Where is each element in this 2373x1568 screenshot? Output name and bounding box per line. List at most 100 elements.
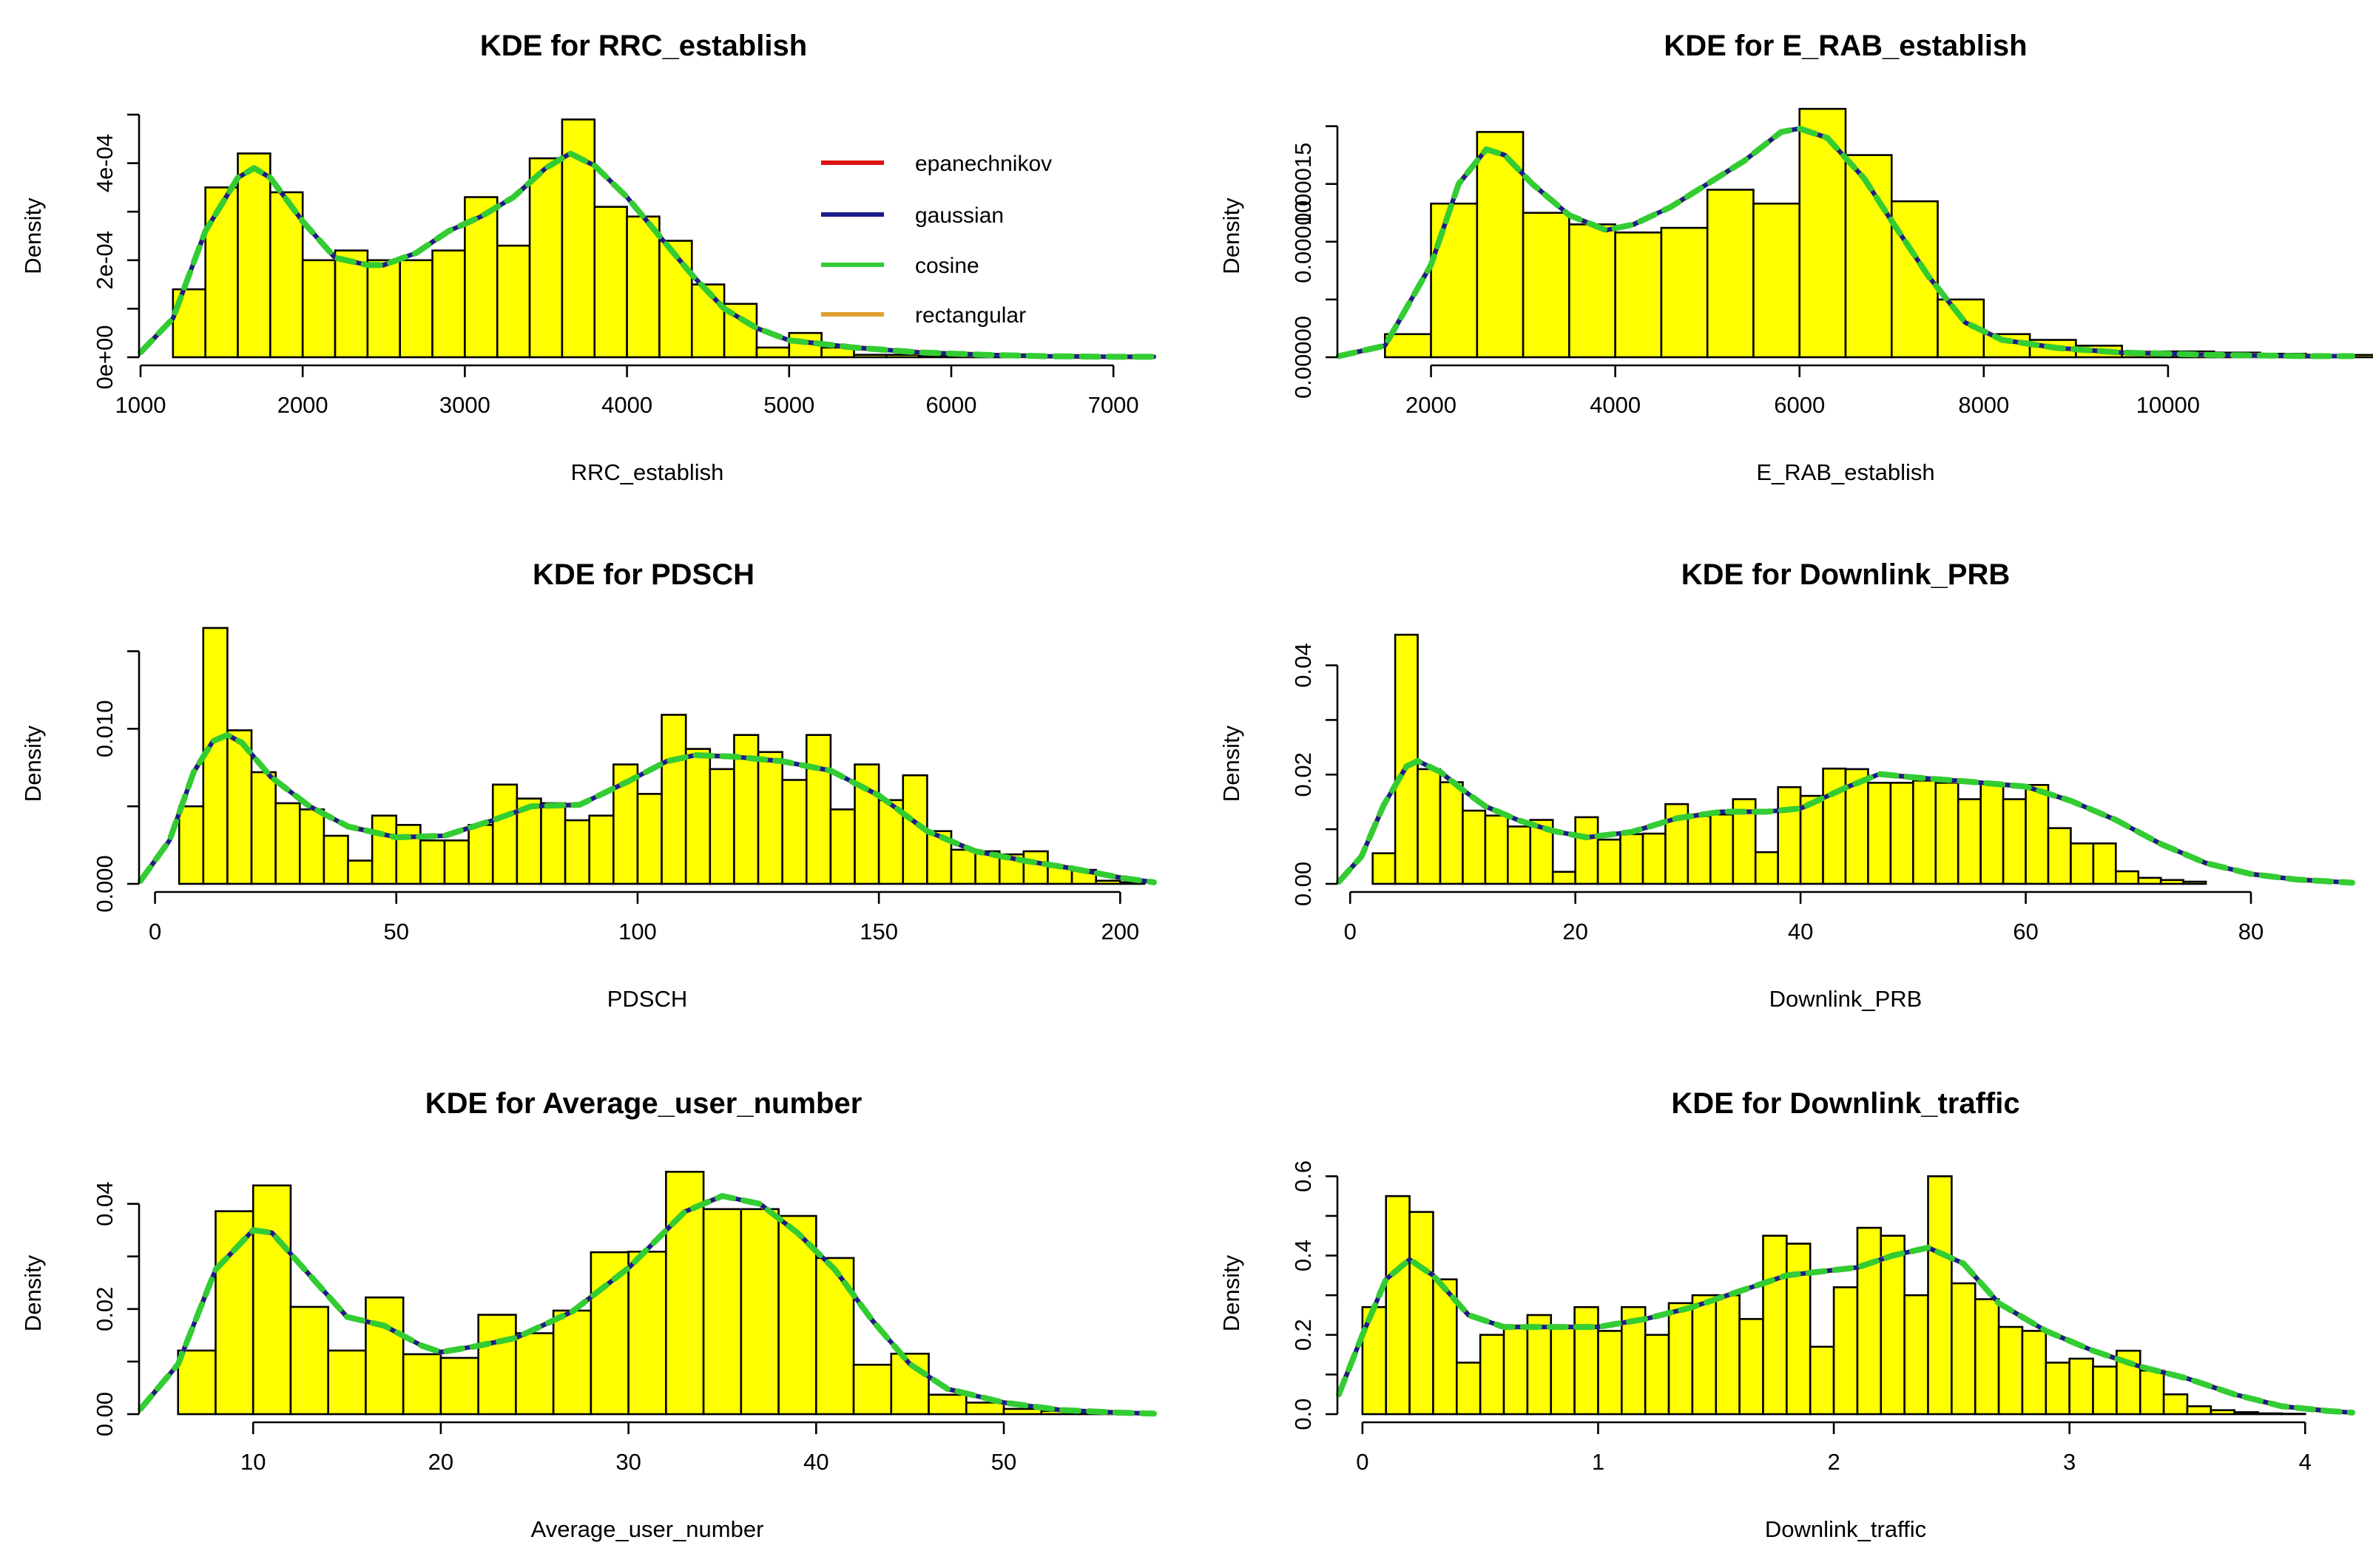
y-tick-label: 2e-04 <box>92 231 118 289</box>
histogram-bar <box>2159 879 2184 885</box>
y-axis-label: Density <box>1218 197 1244 274</box>
histogram-bar <box>540 802 567 885</box>
histogram-bar <box>371 814 398 885</box>
kde-curve-cosine <box>138 731 1157 885</box>
x-tick-label: 6000 <box>926 392 977 418</box>
histogram-bar <box>885 354 920 359</box>
y-tick-label: 0.00 <box>1290 862 1316 906</box>
x-axis: 1000 2000 3000 4000 5000 6000 7000 RRC_establis… <box>115 364 1139 485</box>
legend-item-rectangular: rectangular <box>821 303 1026 328</box>
kde-curves <box>138 150 1157 360</box>
y-tick-label: 0.2 <box>1290 1319 1316 1351</box>
y-tick-label: 0.00015 <box>1290 143 1316 226</box>
histogram-bars <box>177 1170 1155 1416</box>
kde-curves <box>138 1192 1157 1417</box>
histogram-bar <box>1456 1362 1482 1416</box>
chart-panel-3: KDE for PDSCH 0 50 100 150 200 PDSCH 0.000 0.010… <box>20 558 1157 1012</box>
histogram-bar <box>528 157 564 359</box>
x-tick-label: 20 <box>1562 919 1587 944</box>
x-tick-label: 0 <box>1356 1449 1368 1475</box>
histogram-bar <box>1462 809 1487 885</box>
histogram-bar <box>2351 354 2373 359</box>
y-tick-label: 0e+00 <box>92 325 118 389</box>
histogram-bar <box>2047 827 2072 885</box>
y-axis: 0e+00 2e-04 4e-04 Density <box>20 113 141 390</box>
kde-curves <box>1336 125 2355 359</box>
x-tick-label: 150 <box>860 919 898 944</box>
histogram-bar <box>1709 813 1735 885</box>
x-tick-label: 4 <box>2299 1449 2312 1475</box>
histogram-bar <box>1417 768 1442 885</box>
histogram-bar <box>269 191 304 359</box>
histogram-bar <box>366 259 402 359</box>
histogram-bar <box>365 1296 405 1416</box>
chart-panel-5: KDE for Average_user_number 10 20 30 40 50 Ave… <box>20 1087 1157 1542</box>
y-axis: 0.000 0.010 Density <box>20 650 141 913</box>
histogram-bar <box>1979 783 2005 885</box>
histogram-bar <box>1889 782 1914 885</box>
x-axis: 0 1 2 3 4 Downlink_traffic <box>1356 1421 2312 1542</box>
histogram-bar <box>298 808 325 885</box>
histogram-bar <box>781 779 808 885</box>
histogram-bar <box>1799 794 1824 885</box>
histogram-bar <box>627 1251 667 1416</box>
histogram-bar <box>928 1393 968 1416</box>
y-axis-label: Density <box>1218 1254 1244 1331</box>
chart-title: KDE for PDSCH <box>533 558 755 591</box>
histogram-bar <box>1619 833 1644 885</box>
histogram-bar <box>852 1363 893 1416</box>
histogram-bar <box>665 1170 705 1416</box>
histogram-bar <box>1484 814 1509 885</box>
chart-panel-4: KDE for Downlink_PRB 0 20 40 60 80 Downlink_PR… <box>1218 558 2355 1012</box>
histogram-bar <box>1880 1234 1906 1416</box>
y-axis-label: Density <box>20 725 46 802</box>
histogram-bar <box>1786 1243 1812 1416</box>
x-tick-label: 7000 <box>1088 392 1139 418</box>
histogram-bar <box>477 1314 517 1416</box>
y-tick-label: 0.00010 <box>1290 200 1316 283</box>
histogram-bar <box>2092 842 2117 885</box>
y-tick-label: 0.04 <box>1290 643 1316 687</box>
x-axis-label: PDSCH <box>607 986 688 1012</box>
x-axis-label: Downlink_traffic <box>1765 1516 1926 1542</box>
y-tick-label: 0.010 <box>92 700 118 758</box>
y-tick-label: 0.000 <box>92 855 118 913</box>
y-axis: 0.00 0.02 0.04 Density <box>1218 643 1339 906</box>
histogram-bar <box>593 206 628 359</box>
histogram-bar <box>252 1184 292 1416</box>
x-tick-label: 50 <box>991 1449 1016 1475</box>
x-tick-label: 2000 <box>1405 392 1456 418</box>
legend-item-epanechnikov: epanechnikov <box>821 152 1052 176</box>
x-tick-label: 10 <box>240 1449 266 1475</box>
x-tick-label: 6000 <box>1774 392 1825 418</box>
histogram-bar <box>684 748 712 885</box>
histogram-bar <box>402 1353 442 1416</box>
histogram-bar <box>250 771 277 885</box>
x-tick-label: 80 <box>2238 919 2264 944</box>
histogram-bar <box>1432 1278 1458 1416</box>
histogram-bar <box>564 819 591 885</box>
histogram-bar <box>2281 1413 2306 1416</box>
histogram-bar <box>2210 1409 2235 1416</box>
histogram-bar <box>237 152 271 359</box>
histogram-bar <box>1522 212 1570 359</box>
y-axis-label: Density <box>20 1254 46 1331</box>
y-axis: 0.0 0.2 0.4 0.6 Density <box>1218 1160 1339 1430</box>
x-axis: 0 50 100 150 200 PDSCH <box>149 891 1139 1012</box>
histogram-bar <box>301 259 337 359</box>
histogram-bar <box>491 783 519 885</box>
histogram-bar <box>1095 879 1121 885</box>
x-tick-label: 50 <box>384 919 409 944</box>
histogram-bar <box>431 249 466 359</box>
x-axis-label: Average_user_number <box>531 1516 764 1542</box>
histogram-bar <box>419 839 446 885</box>
kde-curves <box>1336 1244 2355 1416</box>
legend-label: epanechnikov <box>915 152 1052 176</box>
x-axis-label: Downlink_PRB <box>1769 986 1923 1012</box>
histogram-bar <box>2186 1405 2212 1416</box>
histogram-bar <box>702 1208 743 1416</box>
histogram-bar <box>1777 785 1802 885</box>
histogram-bar <box>226 729 253 885</box>
histogram-bar <box>202 626 229 885</box>
